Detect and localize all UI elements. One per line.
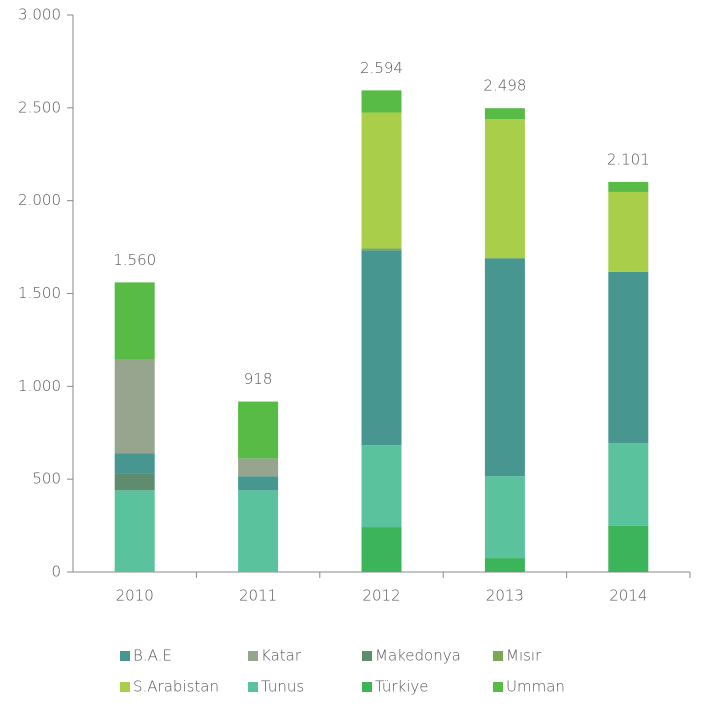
- x-tick-label: 2011: [239, 587, 277, 605]
- bar-segment: [361, 527, 402, 572]
- bar-segment: [238, 401, 279, 459]
- legend-label: Makedonya: [375, 647, 461, 665]
- total-label: 2.594: [360, 59, 403, 77]
- bar-segment: [238, 458, 279, 477]
- bar-segment: [484, 558, 525, 572]
- legend-swatch: [120, 651, 130, 661]
- bar-segment: [238, 490, 279, 572]
- bar-segment: [608, 525, 649, 572]
- bar-segment: [361, 445, 402, 528]
- bar-segment: [361, 112, 402, 249]
- bar-segment: [608, 191, 649, 272]
- bar-segment: [608, 181, 649, 192]
- legend-swatch: [493, 651, 503, 661]
- y-tick-label: 1.000: [18, 377, 61, 395]
- y-tick-label: 2.000: [18, 191, 61, 209]
- legend-label: Tunus: [261, 678, 304, 696]
- bar-segment: [114, 473, 155, 491]
- y-tick-label: 1.500: [18, 284, 61, 302]
- y-tick-label: 0: [51, 563, 61, 581]
- bar-segment: [114, 490, 155, 572]
- legend-label: Mısır: [506, 647, 542, 665]
- bar-segment: [238, 476, 279, 491]
- legend-swatch: [362, 682, 372, 692]
- bar-segment: [361, 248, 402, 251]
- bar-segment: [608, 442, 649, 526]
- total-label: 2.101: [607, 150, 650, 168]
- legend-label: Umman: [506, 678, 565, 696]
- bar-segment: [114, 359, 155, 454]
- legend-swatch: [362, 651, 372, 661]
- bar-segment: [608, 271, 649, 443]
- bar-segment: [484, 108, 525, 120]
- bar-segment: [484, 258, 525, 477]
- x-tick-label: 2012: [362, 587, 400, 605]
- x-tick-label: 2013: [486, 587, 524, 605]
- bar-segment: [361, 90, 402, 113]
- bar-segment: [484, 476, 525, 559]
- legend-swatch: [493, 682, 503, 692]
- bar-segment: [114, 282, 155, 360]
- x-tick-label: 2014: [609, 587, 647, 605]
- x-tick-label: 2010: [116, 587, 154, 605]
- y-tick-label: 2.500: [18, 98, 61, 116]
- bar-segment: [114, 453, 155, 474]
- bar-segment: [361, 250, 402, 446]
- y-tick-label: 3.000: [18, 6, 61, 24]
- bar-segment: [484, 119, 525, 259]
- legend-label: Katar: [261, 647, 302, 665]
- total-label: 2.498: [483, 77, 526, 95]
- y-tick-label: 500: [32, 470, 61, 488]
- legend-swatch: [120, 682, 130, 692]
- total-label: 918: [244, 370, 273, 388]
- legend-swatch: [248, 651, 258, 661]
- legend-label: S.Arabistan: [133, 678, 219, 696]
- legend-label: B.A.E: [133, 647, 172, 665]
- total-label: 1.560: [113, 251, 156, 269]
- legend-label: Türkiye: [375, 678, 429, 696]
- legend-swatch: [248, 682, 258, 692]
